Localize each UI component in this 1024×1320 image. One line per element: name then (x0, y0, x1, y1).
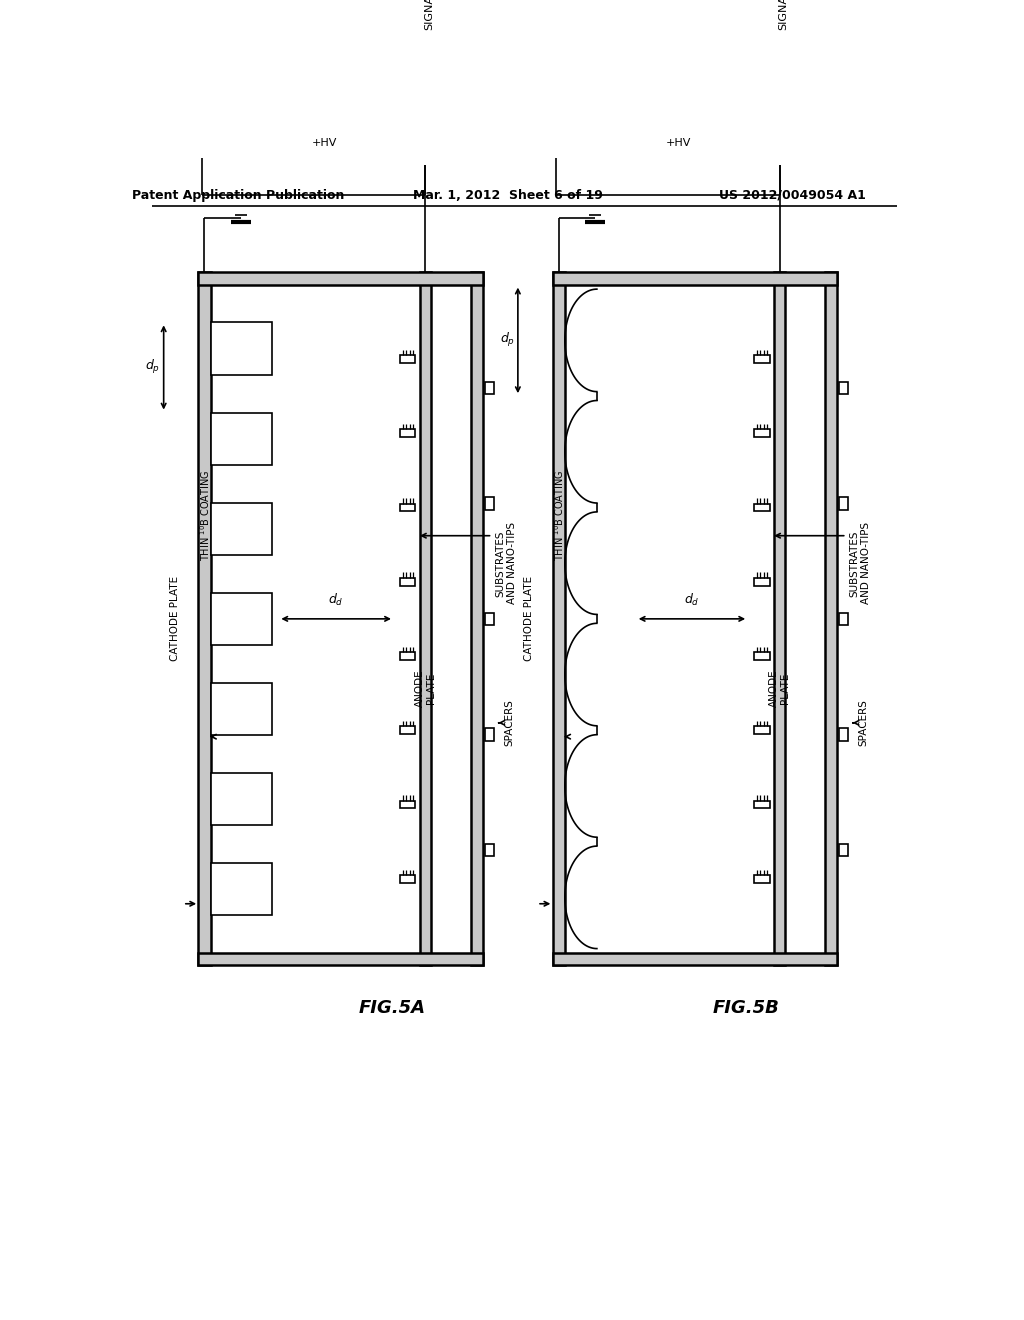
Text: Patent Application Publication: Patent Application Publication (132, 189, 344, 202)
Bar (211, 593, 272, 645)
Bar (839, 843, 848, 857)
Bar (484, 381, 494, 395)
Text: FIG.5A: FIG.5A (358, 999, 426, 1016)
Text: SUBSTRATES
AND NANO-TIPS: SUBSTRATES AND NANO-TIPS (850, 523, 871, 605)
Bar (199, 953, 483, 965)
Bar (774, 272, 785, 965)
Bar (755, 726, 770, 734)
Text: FIG.5B: FIG.5B (713, 999, 779, 1016)
Bar (825, 272, 838, 965)
Bar (420, 272, 431, 965)
Text: THIN $^{10}$B COATING: THIN $^{10}$B COATING (553, 469, 566, 561)
Bar (839, 729, 848, 741)
Bar (211, 413, 272, 465)
Bar (755, 429, 770, 437)
Text: +HV: +HV (311, 139, 337, 148)
Bar (839, 381, 848, 395)
Bar (211, 863, 272, 915)
Text: $d_d$: $d_d$ (329, 591, 344, 609)
Bar (671, 136, 713, 148)
Text: SPACERS: SPACERS (505, 700, 514, 746)
Text: $d_d$: $d_d$ (684, 591, 699, 609)
Text: $d_p$: $d_p$ (500, 331, 515, 348)
Bar (755, 504, 770, 511)
Bar (400, 429, 416, 437)
Bar (794, 70, 828, 82)
Bar (400, 875, 416, 883)
Bar (553, 272, 565, 965)
Bar (211, 503, 272, 554)
Bar (439, 70, 474, 82)
Text: Mar. 1, 2012  Sheet 6 of 19: Mar. 1, 2012 Sheet 6 of 19 (413, 189, 603, 202)
Bar (316, 136, 358, 148)
Bar (839, 612, 848, 626)
Text: THIN $^{10}$B COATING: THIN $^{10}$B COATING (199, 469, 212, 561)
Bar (755, 801, 770, 808)
Text: CATHODE PLATE: CATHODE PLATE (524, 577, 535, 661)
Text: $d_p$: $d_p$ (145, 358, 161, 376)
Bar (553, 272, 838, 285)
Bar (400, 355, 416, 363)
Bar (553, 953, 838, 965)
Bar (211, 322, 272, 375)
Text: SPACERS: SPACERS (858, 700, 868, 746)
Bar (199, 272, 211, 965)
Text: SIGNAL: SIGNAL (778, 0, 788, 30)
Bar (400, 726, 416, 734)
Bar (755, 875, 770, 883)
Bar (400, 504, 416, 511)
Text: US 2012/0049054 A1: US 2012/0049054 A1 (719, 189, 866, 202)
Bar (755, 652, 770, 660)
Bar (484, 843, 494, 857)
Bar (839, 498, 848, 510)
Bar (211, 682, 272, 735)
Text: SIGNAL: SIGNAL (424, 0, 434, 30)
Bar (755, 578, 770, 586)
Bar (400, 578, 416, 586)
Bar (400, 652, 416, 660)
Bar (484, 498, 494, 510)
Text: CATHODE PLATE: CATHODE PLATE (170, 577, 180, 661)
Bar (211, 774, 272, 825)
Bar (755, 355, 770, 363)
Text: SUBSTRATES
AND NANO-TIPS: SUBSTRATES AND NANO-TIPS (496, 523, 517, 605)
Bar (484, 729, 494, 741)
Text: ANODE
PLATE: ANODE PLATE (769, 669, 791, 708)
Bar (400, 801, 416, 808)
Text: +HV: +HV (666, 139, 691, 148)
Text: ANODE
PLATE: ANODE PLATE (415, 669, 436, 708)
Bar (471, 272, 483, 965)
Bar (484, 612, 494, 626)
Bar (199, 272, 483, 285)
